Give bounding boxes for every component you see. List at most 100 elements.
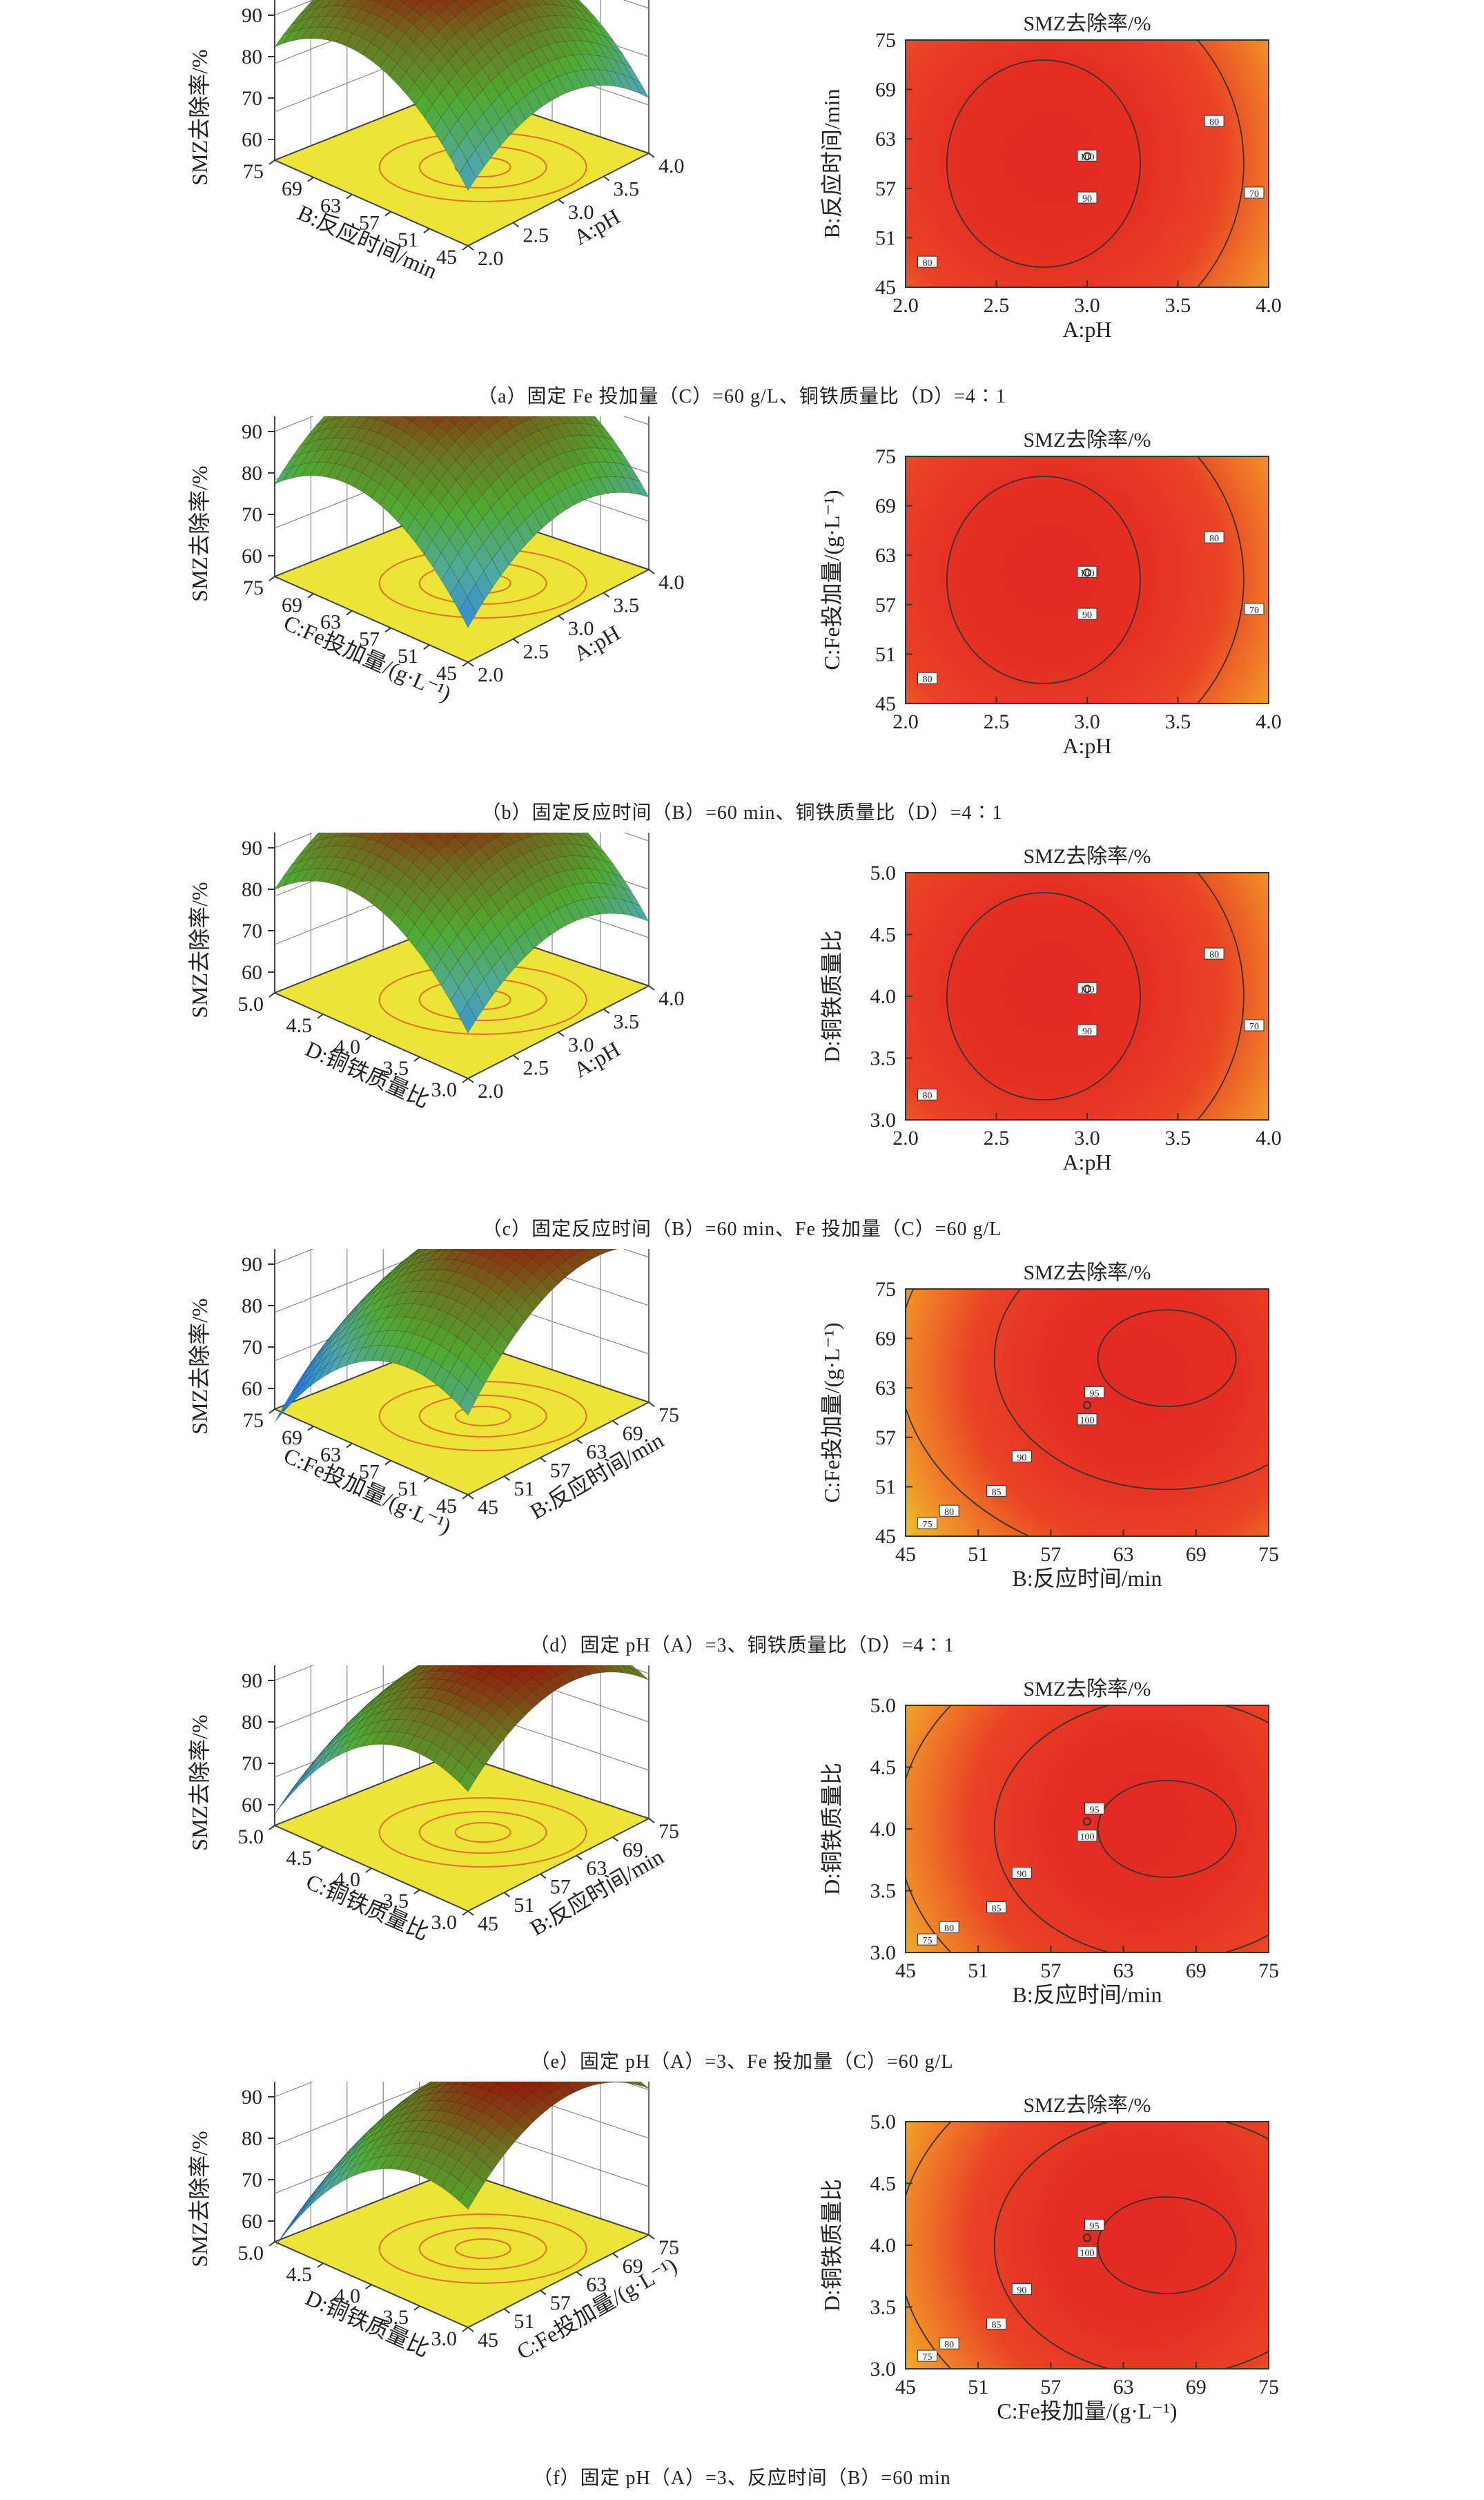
surface-right-tick-label: 51 xyxy=(514,2310,534,2333)
contour-y-tick-label: 4.5 xyxy=(870,924,897,947)
surface-left-tick-label: 57 xyxy=(359,628,380,650)
contour-label: 95 xyxy=(1090,2221,1100,2231)
contour-label-box xyxy=(1244,186,1265,199)
panel-caption: （a）固定 Fe 投加量（C）=60 g/L、铜铁质量比（D）=4∶1 xyxy=(478,386,1006,407)
contour-y-tick-label: 5.0 xyxy=(870,2111,897,2133)
contour-lines xyxy=(946,40,1244,287)
response-surface xyxy=(274,833,650,1034)
panel-charts: 100 90 80 70 60 SMZ去除率/% 75 69 63 57 51 45 B:反应时间/mi… xyxy=(187,0,1282,342)
surface-right-tick xyxy=(648,985,655,991)
surface-right-tick xyxy=(603,592,610,598)
contour-label: 85 xyxy=(992,1488,1002,1498)
surface-floor-contours xyxy=(378,1797,587,1868)
panel-c: （c）固定反应时间（B）=60 min、Fe 投加量（C）=60 g/L 100 9… xyxy=(0,833,1484,1249)
contour-optimum-point xyxy=(1083,2233,1091,2242)
surface-left-tick xyxy=(317,1846,324,1852)
surface-right-tick-label: 3.5 xyxy=(614,178,640,201)
contour-label: 90 xyxy=(1082,610,1092,621)
contour-label: 80 xyxy=(1209,117,1219,128)
panel-caption: （b）固定反应时间（B）=60 min、铜铁质量比（D）=4∶1 xyxy=(481,802,1003,824)
surface-right-tick xyxy=(576,1854,583,1861)
panel-charts: 100 90 80 70 60 SMZ去除率/% 75 69 63 57 51 45 C:Fe投加量/(… xyxy=(187,1249,1279,1591)
surface-left-tick-label: 3.0 xyxy=(431,2327,458,2350)
contour-label-box xyxy=(1204,947,1224,960)
surface-z-tick-label: 90 xyxy=(242,1253,262,1276)
surface-right-tick-label: 63 xyxy=(586,1441,607,1464)
contour-label-box xyxy=(986,1485,1006,1498)
surface-left-tick xyxy=(384,627,391,633)
surface-right-tick xyxy=(467,245,474,251)
contour-title: SMZ去除率/% xyxy=(1023,1261,1151,1284)
contour-label-box xyxy=(939,2337,959,2349)
panel-charts: 100 90 80 70 60 SMZ去除率/% 5.0 4.5 4.0 3.5 3.0 D:铜铁质量… xyxy=(187,833,1282,1174)
surface-z-tick-label: 60 xyxy=(242,128,262,151)
surface-right-tick-label: 75 xyxy=(658,2236,679,2259)
surface-z-tick-label: 80 xyxy=(242,2127,262,2150)
contour-label: 85 xyxy=(992,1904,1002,1915)
contour-y-axis-label: C:Fe投加量/(g·L⁻¹) xyxy=(819,490,844,670)
contour-label: 100 xyxy=(1080,985,1095,995)
contour-plot: 100 95 90 85 80 75 SMZ去除率/% 45 51 57 63 69 75 B:反应时间/… xyxy=(819,1261,1279,1591)
contour-x-axis-label: A:pH xyxy=(1062,317,1111,342)
response-surface xyxy=(274,1665,650,1814)
surface-left-tick xyxy=(462,1910,469,1916)
contour-label-box xyxy=(1084,1386,1105,1398)
contour-label: 75 xyxy=(923,1520,933,1530)
panel-caption: （c）固定反应时间（B）=60 min、Fe 投加量（C）=60 g/L xyxy=(482,1219,1002,1240)
contour-label: 100 xyxy=(1080,1832,1095,1843)
surface-z-tick-label: 60 xyxy=(242,545,262,568)
surface-left-tick-label: 4.0 xyxy=(335,2285,361,2307)
surface-right-tick xyxy=(648,2234,655,2240)
contour-x-tick-label: 51 xyxy=(968,1543,988,1566)
surface-right-tick xyxy=(648,1402,655,1407)
contour-lines xyxy=(946,456,1244,704)
surface-right-tick xyxy=(612,1837,619,1842)
contour-label: 80 xyxy=(944,2340,954,2350)
contour-y-axis-label: D:铜铁质量比 xyxy=(819,2179,844,2312)
contour-x-tick-label: 2.5 xyxy=(984,1127,1010,1150)
surface-left-tick xyxy=(269,1408,275,1414)
contour-title: SMZ去除率/% xyxy=(1023,845,1151,868)
surface-right-tick xyxy=(540,2289,547,2296)
contour-label-box xyxy=(1077,565,1097,578)
contour-label-box xyxy=(1011,1450,1032,1462)
surface-z-axis-label: SMZ去除率/% xyxy=(187,1714,212,1850)
surface-z-axis-label: SMZ去除率/% xyxy=(187,2131,212,2267)
surface-z-tick-label: 70 xyxy=(242,1336,262,1359)
contour-label: 100 xyxy=(1080,568,1095,579)
contour-optimum-point xyxy=(1083,1817,1091,1826)
surface-left-tick xyxy=(413,1056,420,1062)
surface-right-tick-label: 45 xyxy=(478,1912,498,1935)
panel-charts: 10090807060SMZ去除率/%5.04.54.03.53.0C:铜铁质量… xyxy=(187,1665,1279,2007)
surface-z-tick-label: 80 xyxy=(242,1711,262,1734)
surface-left-tick-label: 45 xyxy=(436,246,457,269)
contour-optimum-point xyxy=(1083,152,1091,161)
contour-heatmap xyxy=(906,2122,1269,2369)
surface-left-tick-label: 3.5 xyxy=(383,1890,409,1912)
surface-z-axis-label: SMZ去除率/% xyxy=(187,49,212,185)
surface-right-tick xyxy=(603,175,610,182)
contour-optimum-point xyxy=(1083,568,1091,577)
surface-left-tick-label: 69 xyxy=(282,594,302,617)
panel-e: （e）固定 pH（A）=3、Fe 投加量（C）=60 g/L 100 90 80 70 6… xyxy=(0,1665,1484,2082)
contour-label: 95 xyxy=(1090,1805,1100,1815)
panel-charts: 100 90 80 70 60 SMZ去除率/% 5.0 4.5 4.0 3.5 3.0 D:铜铁质量… xyxy=(187,2082,1279,2423)
response-surface xyxy=(274,0,650,191)
panel-caption: （d）固定 pH（A）=3、铜铁质量比（D）=4∶1 xyxy=(529,1635,955,1656)
contour-label: 75 xyxy=(923,2352,933,2363)
surface-right-tick-label: 2.0 xyxy=(478,1080,504,1103)
surface-right-tick xyxy=(648,1818,655,1823)
contour-heatmap xyxy=(906,1289,1269,1536)
surface-left-tick-label: 4.5 xyxy=(286,2263,313,2286)
contour-label-box xyxy=(1084,1802,1105,1814)
contour-label: 90 xyxy=(1017,2285,1026,2296)
surface-right-tick-label: 57 xyxy=(550,2291,571,2314)
surface-left-tick-label: 63 xyxy=(320,1444,341,1466)
contour-x-axis-label: A:pH xyxy=(1062,1150,1111,1174)
contour-y-axis-label: C:Fe投加量/(g·L⁻¹) xyxy=(819,1322,844,1502)
contour-label: 80 xyxy=(923,1091,933,1101)
contour-lines xyxy=(906,2122,1269,2369)
contour-x-tick-label: 51 xyxy=(968,2376,988,2399)
surface-right-tick-label: 63 xyxy=(586,1857,607,1880)
panel-a: （a）固定 Fe 投加量（C）=60 g/L、铜铁质量比（D）=4∶1 100 90… xyxy=(0,0,1484,416)
